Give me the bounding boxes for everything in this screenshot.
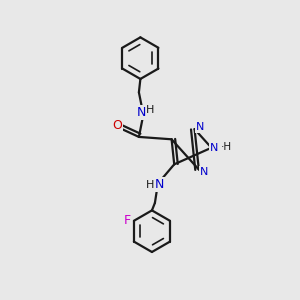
Text: N: N [200,167,208,177]
Text: N: N [137,106,147,119]
Text: N: N [155,178,164,191]
Text: N: N [210,143,218,153]
Text: F: F [124,214,131,227]
Text: N: N [196,122,204,132]
Text: H: H [146,106,154,116]
Text: ·H: ·H [221,142,232,152]
Text: O: O [112,119,122,132]
Text: H: H [146,180,154,190]
